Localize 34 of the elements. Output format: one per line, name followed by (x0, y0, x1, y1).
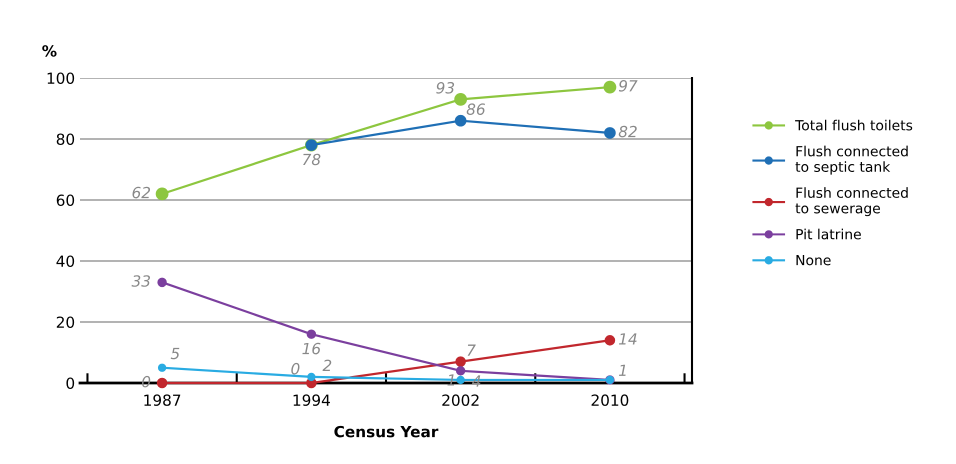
data-label: 14 (618, 333, 637, 345)
data-label: 78 (303, 154, 320, 166)
y-tick-label: 60 (56, 194, 74, 206)
data-label: 5 (170, 348, 180, 360)
x-tick-label: 1994 (294, 394, 330, 406)
legend-label: None (796, 255, 831, 266)
y-tick-label: 20 (56, 316, 74, 328)
data-label: 16 (302, 342, 320, 354)
y-axis-title: % (42, 45, 57, 57)
data-label: 33 (132, 275, 150, 287)
y-tick-label: 40 (56, 255, 74, 268)
data-label: 82 (618, 126, 637, 138)
legend-label: Pit latrine (796, 228, 861, 240)
data-label: 86 (466, 103, 485, 115)
data-label: 62 (132, 186, 150, 198)
legend-label: Flush connected to sewerage (796, 187, 908, 216)
data-label: 4 (472, 375, 480, 387)
data-label: 93 (436, 82, 454, 94)
data-label: 0 (142, 376, 150, 388)
legend-label: Total flush toilets (795, 120, 912, 130)
y-tick-label: 100 (48, 72, 74, 84)
data-label: 0 (291, 362, 300, 374)
data-label: 97 (618, 80, 638, 92)
data-label: 1 (618, 364, 626, 376)
x-axis-title: Census Year (334, 426, 438, 438)
x-tick-label: 1987 (144, 394, 180, 406)
y-tick-label: 0 (66, 377, 74, 390)
data-label: 2 (322, 360, 332, 371)
y-tick-label: 80 (56, 133, 74, 146)
legend-label: Flush connected to septic tank (796, 146, 908, 175)
data-label: 1 (447, 374, 454, 386)
x-tick-label: 2010 (592, 394, 628, 406)
data-label: 7 (468, 344, 476, 356)
x-tick-label: 2002 (442, 394, 479, 406)
